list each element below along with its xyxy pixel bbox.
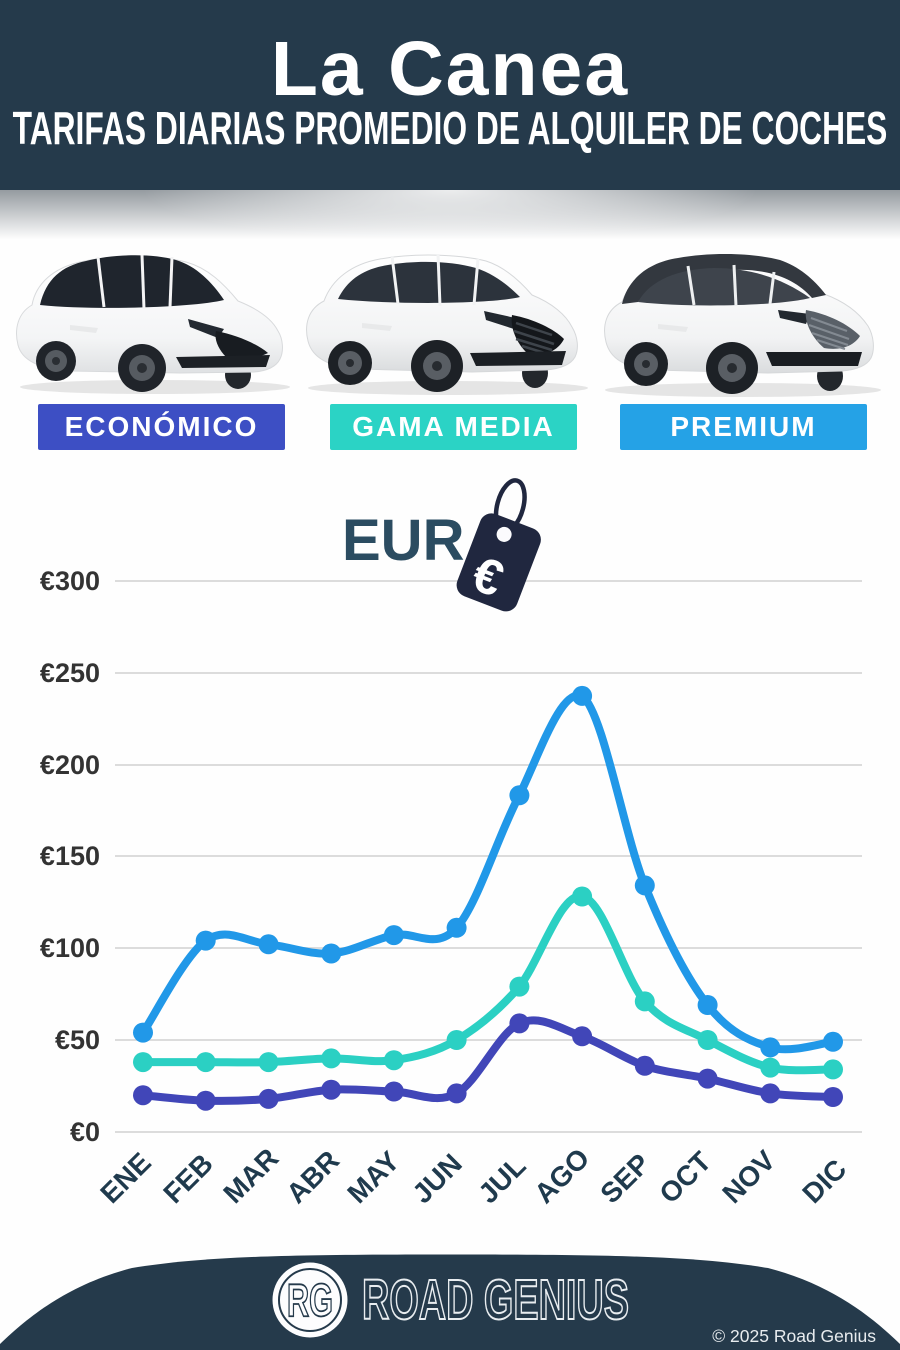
svg-text:ROAD GENIUS: ROAD GENIUS: [362, 1268, 629, 1332]
svg-text:RG: RG: [287, 1274, 333, 1326]
